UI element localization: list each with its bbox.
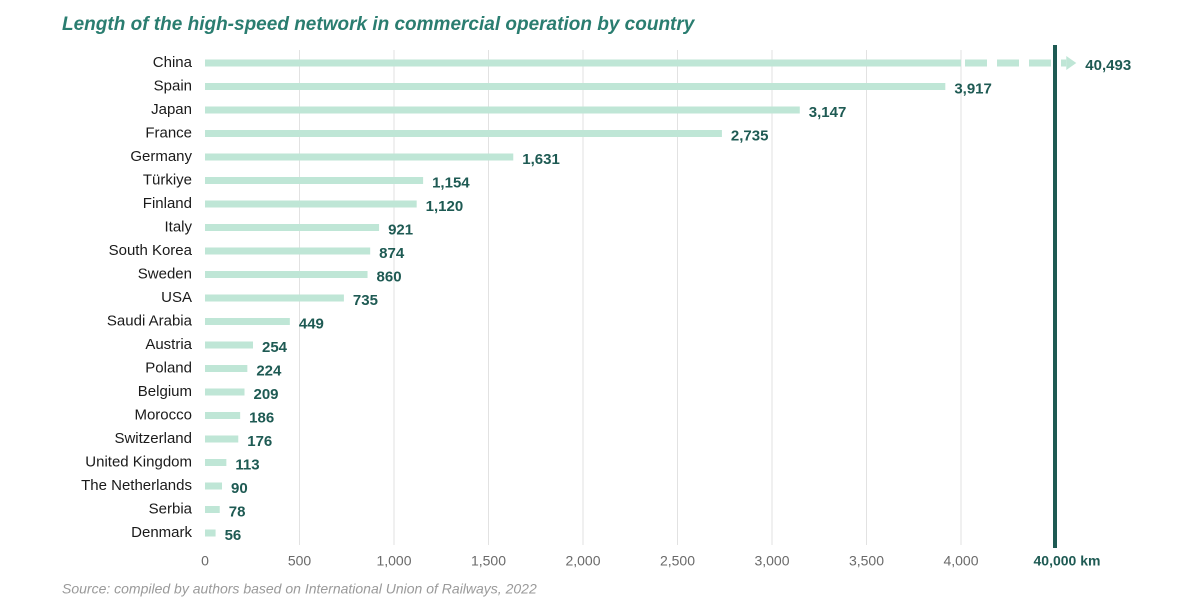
y-tick-label: Germany: [130, 148, 192, 165]
value-label: 2,735: [731, 127, 769, 144]
value-label: 40,493: [1085, 57, 1131, 74]
x-tick-label: 500: [288, 553, 312, 569]
y-tick-label: Finland: [143, 195, 192, 212]
bar-arrow: [1066, 56, 1077, 70]
y-tick-label: South Korea: [109, 242, 193, 259]
value-label: 254: [262, 339, 288, 356]
bar: [205, 529, 216, 537]
bar-segment: [205, 59, 961, 67]
y-tick-label: The Netherlands: [81, 477, 192, 494]
y-tick-label: Poland: [145, 359, 192, 376]
bar: [205, 318, 290, 325]
value-label: 224: [256, 362, 282, 379]
bar: [205, 506, 220, 513]
x-tick-label: 2,000: [565, 553, 600, 569]
y-tick-label: Saudi Arabia: [107, 312, 193, 329]
y-tick-label: Switzerland: [114, 430, 192, 447]
x-tick-label: 3,000: [754, 553, 789, 569]
bar: [205, 177, 424, 184]
bar: [205, 83, 946, 90]
value-label: 176: [247, 433, 272, 450]
chart-title: Length of the high-speed network in comm…: [62, 14, 696, 35]
bar: [205, 153, 514, 161]
y-tick-label: France: [145, 124, 192, 141]
value-label: 209: [254, 386, 279, 403]
value-label: 3,147: [809, 104, 847, 121]
bar: [205, 106, 800, 114]
bar: [205, 482, 223, 490]
bar: [205, 412, 241, 419]
y-tick-label: Morocco: [134, 406, 192, 423]
bar-broken: [205, 56, 1077, 70]
value-label: 90: [231, 480, 248, 497]
bar: [205, 271, 368, 278]
x-tick-label: 0: [201, 553, 209, 569]
value-label: 113: [235, 456, 259, 473]
y-tick-label: Belgium: [138, 383, 192, 400]
y-tick-label: United Kingdom: [85, 453, 192, 470]
y-tick-label: Spain: [154, 77, 192, 94]
value-label: 860: [377, 268, 402, 285]
value-label: 3,917: [954, 80, 992, 97]
bar: [205, 200, 417, 208]
y-tick-label: Sweden: [138, 265, 192, 282]
bar: [205, 365, 248, 372]
bar: [205, 247, 371, 255]
y-tick-label: Denmark: [131, 524, 192, 541]
value-label: 874: [379, 245, 405, 262]
bar: [205, 459, 227, 466]
value-label: 921: [388, 221, 413, 238]
y-tick-label: China: [153, 54, 193, 71]
value-label: 186: [249, 409, 274, 426]
x-tick-label: 3,500: [849, 553, 884, 569]
value-label: 1,120: [426, 198, 464, 215]
y-tick-label: Japan: [151, 101, 192, 118]
x-tick-label: 40,000 km: [1034, 553, 1101, 569]
x-tick-label: 1,000: [376, 553, 411, 569]
y-tick-label: USA: [161, 289, 192, 306]
value-label: 78: [229, 503, 246, 520]
y-tick-label: Italy: [164, 218, 192, 235]
x-tick-label: 1,500: [471, 553, 506, 569]
source-note: Source: compiled by authors based on Int…: [62, 581, 537, 597]
value-label: 1,631: [522, 151, 560, 168]
bar: [205, 130, 722, 137]
bar: [205, 341, 254, 349]
x-tick-label: 2,500: [660, 553, 695, 569]
x-tick-label: 4,000: [943, 553, 978, 569]
value-label: 735: [353, 292, 378, 309]
bar: [205, 435, 239, 443]
value-label: 56: [225, 527, 242, 544]
value-label: 1,154: [432, 174, 470, 191]
y-tick-label: Türkiye: [143, 171, 192, 188]
bar: [205, 224, 380, 231]
y-tick-label: Serbia: [149, 500, 193, 517]
value-label: 449: [299, 315, 324, 332]
y-tick-label: Austria: [145, 336, 192, 353]
bar: [205, 388, 245, 396]
bar: [205, 294, 344, 302]
